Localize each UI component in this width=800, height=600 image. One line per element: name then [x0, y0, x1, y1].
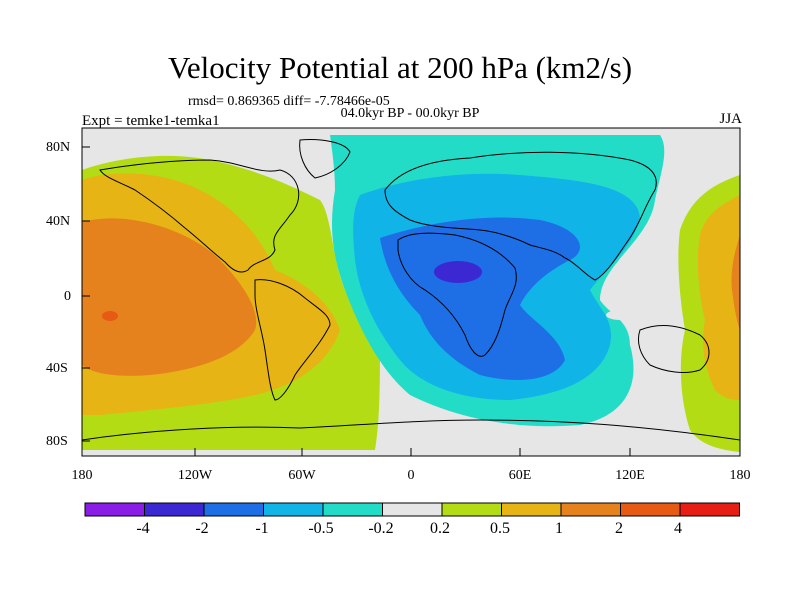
y-tick-40n: 40N: [46, 214, 71, 229]
contour-pos-1: [82, 218, 257, 376]
x-tick-180w: 180: [71, 468, 93, 483]
contour-pos-2: [102, 311, 118, 321]
colorbar-label: 2: [615, 520, 623, 537]
contour-pos-right-1: [731, 235, 740, 330]
colorbar-swatch: [263, 502, 324, 517]
colorbar-swatch: [560, 502, 621, 517]
colorbar-label: 0.2: [430, 520, 450, 537]
colorbar-swatch: [322, 502, 383, 517]
coastline-north-america: [99, 159, 300, 273]
y-tick-0: 0: [64, 289, 71, 304]
coastline-antarctica: [82, 419, 740, 441]
colorbar-label: 1: [555, 520, 563, 537]
colorbar-label: -0.2: [368, 520, 394, 537]
colorbar-label: 4: [674, 520, 682, 537]
plot-title: Velocity Potential at 200 hPa (km2/s): [167, 50, 633, 85]
coastline-eurasia: [384, 151, 657, 281]
coastlines: [82, 139, 740, 441]
colorbar-swatch: [84, 502, 145, 517]
coastline-australia: [637, 325, 710, 373]
contour-neg-1: [380, 217, 580, 380]
stats-label: rmsd= 0.869365 diff= -7.78466e-05: [188, 94, 390, 109]
period-label: 04.0kyr BP - 00.0kyr BP: [340, 106, 480, 121]
colorbar-swatch: [620, 502, 681, 517]
ticks: [82, 146, 631, 456]
colorbar-swatch: [144, 502, 205, 517]
season-label: JJA: [719, 111, 742, 127]
colorbar-label: -1: [255, 520, 269, 537]
y-tick-80n: 80N: [46, 140, 71, 155]
coastline-south-america: [254, 279, 331, 401]
colorbar-swatch: [203, 502, 264, 517]
x-tick-120e: 120E: [615, 468, 645, 483]
x-tick-60e: 60E: [508, 468, 532, 483]
x-tick-120w: 120W: [177, 468, 213, 483]
experiment-label: Expt = temke1-temka1: [82, 113, 220, 129]
coastline-greenland: [299, 139, 351, 179]
coastline-africa: [397, 232, 517, 357]
y-tick-40s: 40S: [46, 361, 68, 376]
colorbar-swatch: [441, 502, 502, 517]
colorbar-label: -2: [195, 520, 209, 537]
colorbar-swatch: [679, 502, 740, 517]
x-tick-60w: 60W: [288, 468, 316, 483]
x-tick-180e: 180: [729, 468, 751, 483]
contour-neg-2: [434, 261, 482, 283]
colorbar-swatch: [382, 502, 443, 517]
colorbar-label: 0.5: [490, 520, 510, 537]
colorbar-label: -0.5: [308, 520, 334, 537]
contour-small-neutral: [606, 310, 634, 320]
y-tick-80s: 80S: [46, 434, 68, 449]
x-tick-0: 0: [407, 468, 415, 483]
colorbar-label: -4: [136, 520, 150, 537]
colorbar-swatch: [501, 502, 562, 517]
